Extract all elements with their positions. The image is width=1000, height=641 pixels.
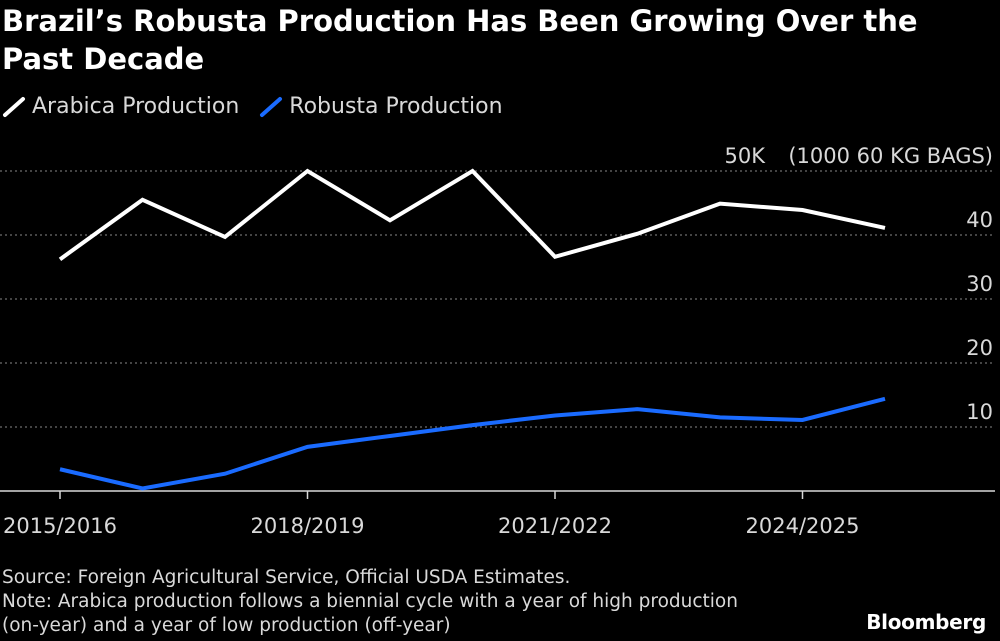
y-tick-label: 20 [966,336,993,360]
legend-label-robusta: Robusta Production [289,94,503,119]
legend: Arabica Production Robusta Production [2,94,503,119]
x-tick-label: 2018/2019 [251,514,365,538]
y-unit-label: (1000 60 KG BAGS) [788,144,993,168]
bloomberg-logo: Bloomberg [866,610,986,634]
line-chart: 10 20 30 40 50K (1000 60 KG BAGS) 2015/2016 201… [0,144,995,538]
arabica-legend-swatch [2,96,26,118]
x-tick-label: 2021/2022 [498,514,612,538]
x-tick-label: 2024/2025 [746,514,860,538]
footer: Source: Foreign Agricultural Service, Of… [2,566,762,638]
y-tick-label: 40 [966,208,993,232]
y-tick-label: 10 [966,400,993,424]
legend-label-arabica: Arabica Production [32,94,240,119]
robusta-legend-swatch [259,96,283,118]
robusta-series-line [59,396,886,491]
x-tick-label: 2015/2016 [3,514,117,538]
chart-title: Brazil’s Robusta Production Has Been Gro… [2,4,918,76]
legend-item-arabica: Arabica Production [2,94,239,119]
legend-item-robusta: Robusta Production [259,94,503,119]
y-tick-label: 50K [725,144,767,168]
footnote: Note: Arabica production follows a bienn… [2,591,738,636]
y-tick-label: 30 [966,272,993,296]
source-note: Source: Foreign Agricultural Service, Of… [2,567,571,588]
arabica-series-line [58,168,886,261]
